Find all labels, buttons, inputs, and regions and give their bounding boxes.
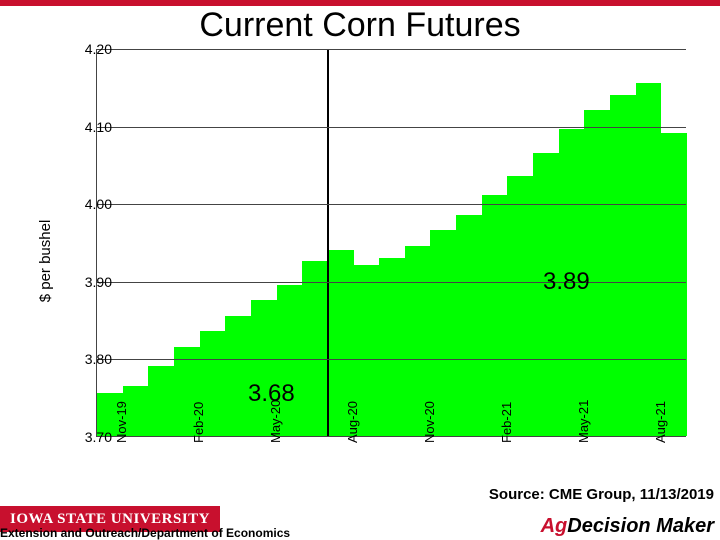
xtick-label: Aug-21: [653, 401, 668, 443]
ytick-label: 3.90: [72, 274, 112, 290]
ytick-label: 4.00: [72, 196, 112, 212]
ytick-label: 3.70: [72, 429, 112, 445]
gridline: [97, 204, 686, 205]
ytick-label: 3.80: [72, 351, 112, 367]
gridline: [97, 127, 686, 128]
xtick-label: Nov-20: [422, 401, 437, 443]
bar: [661, 133, 687, 436]
agdm-ag: Ag: [541, 515, 568, 537]
logo-text: IOWA STATE UNIVERSITY: [10, 511, 210, 527]
chart: $ per bushel 3.703.803.904.004.104.20Nov…: [10, 45, 710, 477]
ytick-label: 4.20: [72, 41, 112, 57]
gridline: [97, 359, 686, 360]
plot-area: [96, 49, 686, 437]
bar: [456, 215, 482, 436]
gridline: [97, 49, 686, 50]
bar: [610, 95, 636, 436]
annotation: 3.89: [543, 268, 590, 296]
bars-container: [97, 49, 686, 436]
page-title: Current Corn Futures: [0, 6, 720, 45]
vertical-divider: [327, 49, 329, 436]
bar: [379, 258, 405, 436]
ytick-label: 4.10: [72, 119, 112, 135]
y-axis-label: $ per bushel: [37, 220, 54, 303]
agdm-dm: Decision Maker: [567, 515, 714, 537]
bar: [507, 176, 533, 436]
bar: [225, 316, 251, 436]
xtick-label: May-21: [576, 400, 591, 443]
extension-line: Extension and Outreach/Department of Eco…: [0, 526, 290, 540]
xtick-label: Nov-19: [114, 401, 129, 443]
bar: [148, 366, 174, 436]
xtick-label: Feb-20: [191, 402, 206, 443]
ag-decision-maker-logo: AgDecision Maker: [541, 515, 714, 538]
bar: [636, 83, 662, 436]
gridline: [97, 282, 686, 283]
xtick-label: Aug-20: [345, 401, 360, 443]
bar: [302, 261, 328, 436]
annotation: 3.68: [248, 380, 295, 408]
bar: [482, 195, 508, 436]
footer: Source: CME Group, 11/13/2019 IOWA STATE…: [0, 486, 720, 540]
source-text: Source: CME Group, 11/13/2019: [489, 486, 714, 503]
xtick-label: Feb-21: [499, 402, 514, 443]
